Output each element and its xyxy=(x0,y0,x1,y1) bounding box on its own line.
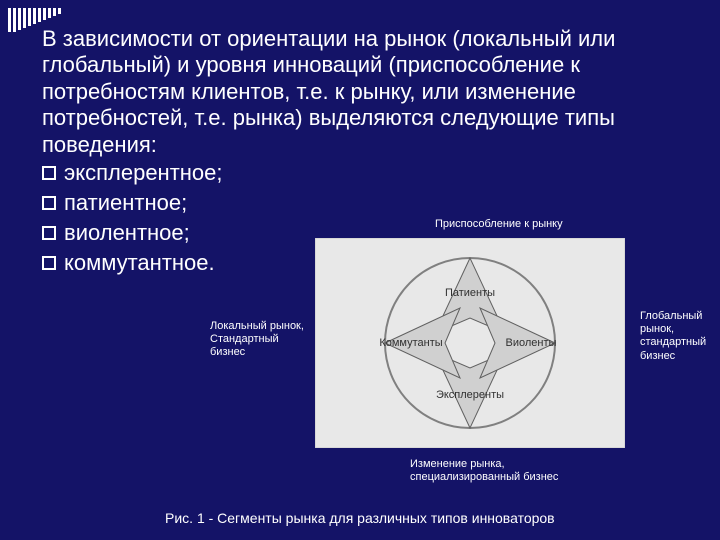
bullet-checkbox-icon xyxy=(42,226,56,240)
list-item: эксплерентное; xyxy=(42,160,702,186)
deco-bar xyxy=(13,8,16,32)
list-item-text: эксплерентное; xyxy=(64,160,223,186)
quad-left: Коммутанты xyxy=(379,337,442,349)
list-item: патиентное; xyxy=(42,190,702,216)
deco-bar xyxy=(8,8,11,32)
quad-top: Патиенты xyxy=(445,287,495,299)
intro-paragraph: В зависимости от ориентации на рынок (ло… xyxy=(42,26,702,158)
segment-diagram: Патиенты Виоленты Эксплеренты Коммутанты xyxy=(315,238,625,448)
axis-label-left: Локальный рынок,Стандартный бизнес xyxy=(210,320,310,360)
figure-caption: Рис. 1 - Сегменты рынка для различных ти… xyxy=(165,510,555,526)
axis-label-bottom: Изменение рынка,специализированный бизне… xyxy=(410,458,558,484)
deco-bar xyxy=(48,8,51,18)
diagram-area: Приспособление к рынку Локальный рынок,С… xyxy=(300,218,720,478)
deco-bar xyxy=(53,8,56,16)
deco-bar xyxy=(43,8,46,20)
bullet-checkbox-icon xyxy=(42,166,56,180)
list-item-text: патиентное; xyxy=(64,190,187,216)
bullet-checkbox-icon xyxy=(42,196,56,210)
decorative-bars xyxy=(8,8,61,32)
deco-bar xyxy=(18,8,21,30)
bullet-checkbox-icon xyxy=(42,256,56,270)
deco-bar xyxy=(33,8,36,24)
list-item-text: виолентное; xyxy=(64,220,190,246)
deco-bar xyxy=(28,8,31,26)
deco-bar xyxy=(38,8,41,22)
deco-bar xyxy=(58,8,61,14)
axis-label-right: Глобальный рынок,стандартныйбизнес xyxy=(640,310,720,363)
quad-right: Виоленты xyxy=(506,337,557,349)
quad-bottom: Эксплеренты xyxy=(436,389,504,401)
axis-label-top: Приспособление к рынку xyxy=(435,218,563,231)
list-item-text: коммутантное. xyxy=(64,250,215,276)
deco-bar xyxy=(23,8,26,28)
